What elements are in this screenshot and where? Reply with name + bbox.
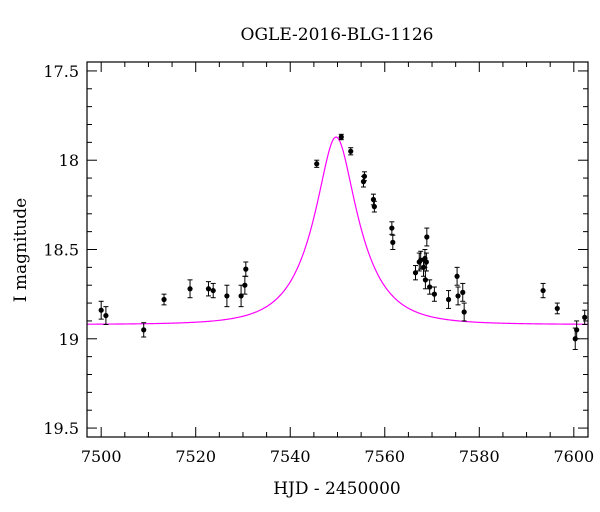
point-marker: [161, 296, 167, 303]
point-marker: [574, 327, 580, 333]
point-marker: [454, 273, 460, 279]
data-point: [338, 133, 344, 141]
x-tick-label: 7540: [270, 447, 311, 466]
data-point: [390, 234, 396, 250]
data-point: [243, 261, 249, 277]
point-marker: [348, 148, 354, 154]
model-curve: [86, 136, 589, 325]
data-point: [238, 284, 244, 308]
y-tick-label: 19.5: [43, 419, 79, 438]
data-point: [427, 279, 433, 295]
point-marker: [424, 234, 430, 240]
y-tick-label: 17.5: [43, 62, 79, 81]
point-marker: [427, 284, 433, 290]
y-axis: 17.5 18 18.5 19 19.5: [43, 62, 588, 438]
data-point: [103, 306, 109, 325]
point-marker: [389, 225, 395, 231]
data-point: [412, 265, 419, 281]
data-point: [461, 302, 467, 322]
point-marker: [338, 134, 344, 140]
plot-area: [86, 133, 589, 350]
x-axis-label: HJD - 2450000: [273, 479, 401, 499]
data-point: [371, 200, 377, 213]
point-marker: [98, 307, 104, 313]
data-point: [242, 275, 248, 295]
point-marker: [141, 327, 147, 333]
point-marker: [103, 312, 109, 319]
y-tick-label: 19: [59, 330, 79, 349]
data-point: [348, 147, 354, 156]
x-tick-label: 7500: [81, 447, 122, 466]
data-point: [224, 284, 230, 308]
point-marker: [224, 293, 230, 299]
data-point: [540, 282, 546, 299]
chart-title: OGLE-2016-BLG-1126: [241, 25, 434, 45]
data-point: [454, 266, 460, 286]
data-point: [460, 282, 466, 302]
point-marker: [431, 291, 437, 297]
data-point: [161, 293, 167, 306]
x-axis: 7500 7520 7540 7560 7580 7600: [81, 62, 594, 466]
data-point: [455, 286, 461, 306]
plot-frame: [86, 61, 589, 438]
point-marker: [210, 287, 216, 294]
point-marker: [205, 286, 212, 292]
point-marker: [187, 286, 193, 292]
point-marker: [371, 204, 377, 210]
point-marker: [460, 289, 466, 295]
x-tick-label: 7580: [459, 447, 500, 466]
point-marker: [554, 305, 560, 312]
data-point: [210, 282, 216, 299]
data-point: [98, 300, 104, 320]
y-axis-label: I magnitude: [11, 198, 31, 302]
data-point: [422, 270, 429, 290]
point-marker: [582, 314, 588, 320]
point-marker: [314, 161, 320, 167]
x-tick-label: 7560: [364, 447, 405, 466]
data-point: [370, 193, 377, 206]
point-marker: [455, 293, 461, 299]
point-marker: [445, 296, 452, 303]
data-point: [187, 279, 193, 299]
data-point: [389, 221, 395, 235]
point-marker: [361, 173, 368, 179]
data-point: [424, 227, 430, 247]
data-point: [554, 302, 560, 315]
point-marker: [422, 277, 429, 283]
data-point: [205, 281, 212, 297]
point-marker: [461, 309, 467, 315]
y-tick-label: 18: [59, 151, 79, 170]
data-point: [141, 322, 147, 338]
data-point: [431, 286, 437, 302]
data-point: [582, 309, 588, 325]
point-marker: [242, 282, 248, 288]
point-marker: [540, 287, 546, 294]
data-point: [361, 171, 368, 182]
point-marker: [423, 259, 429, 265]
point-marker: [360, 179, 367, 185]
data-point: [314, 159, 320, 168]
x-tick-label: 7600: [553, 447, 594, 466]
point-marker: [390, 239, 396, 245]
point-marker: [243, 266, 249, 272]
data-point: [445, 290, 452, 309]
x-tick-label: 7520: [175, 447, 216, 466]
y-tick-label: 18.5: [43, 241, 79, 260]
